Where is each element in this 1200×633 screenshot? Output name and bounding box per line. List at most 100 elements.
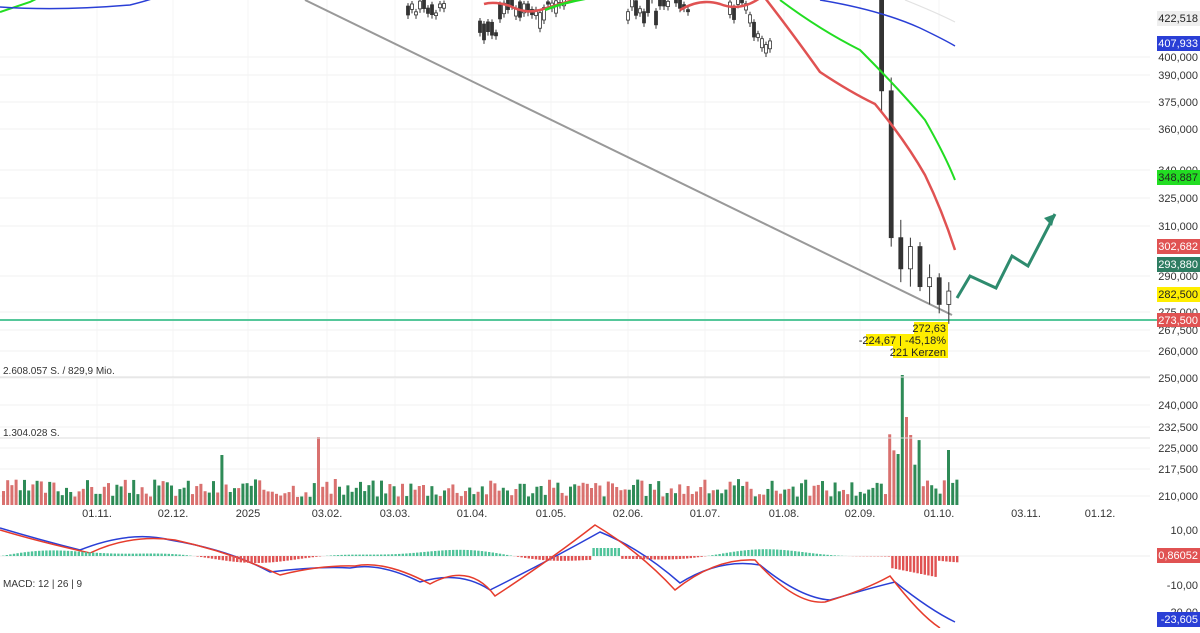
y-tick-label: 360,000 — [1158, 124, 1198, 136]
macd-histogram-bar — [920, 556, 922, 574]
macd-histogram-bar — [776, 550, 778, 556]
macd-histogram-bar — [916, 556, 918, 573]
volume-bar — [573, 484, 576, 505]
candle-body — [547, 2, 550, 4]
macd-histogram-bar — [603, 548, 605, 556]
volume-bar — [435, 495, 438, 505]
macd-histogram-bar — [67, 551, 69, 556]
volume-bar — [460, 496, 463, 505]
volume-bar — [439, 496, 442, 505]
volume-bar — [544, 495, 547, 505]
volume-bar — [220, 455, 223, 505]
volume-bar — [472, 494, 475, 505]
volume-bar — [334, 479, 337, 505]
volume-bar — [397, 496, 400, 505]
macd-histogram-bar — [49, 550, 51, 556]
macd-histogram-bar — [56, 550, 58, 556]
candle-body — [435, 13, 438, 16]
y-tick-label: 400,000 — [1158, 52, 1198, 64]
volume-bar — [569, 487, 572, 505]
macd-histogram-bar — [135, 554, 137, 556]
macd-histogram-bar — [423, 552, 425, 556]
macd-histogram-bar — [52, 550, 54, 556]
macd-histogram-bar — [384, 554, 386, 556]
x-tick-label: 03.03. — [380, 508, 411, 520]
macd-histogram-bar — [96, 553, 98, 556]
macd-histogram-bar — [524, 556, 526, 558]
macd-histogram-bar — [805, 552, 807, 556]
x-tick-label: 2025 — [236, 508, 260, 520]
macd-histogram-bar — [567, 556, 569, 561]
volume-bar — [926, 481, 929, 505]
candle-body — [733, 8, 736, 20]
volume-bar — [199, 484, 202, 505]
macd-histogram-bar — [697, 556, 699, 557]
macd-histogram-bar — [747, 550, 749, 556]
macd-histogram-bar — [610, 548, 612, 556]
macd-histogram-bar — [542, 556, 544, 560]
volume-bar — [69, 492, 72, 505]
candle-body — [627, 12, 630, 20]
volume-bar — [94, 494, 97, 505]
volume-bar — [670, 488, 673, 505]
macd-histogram-bar — [196, 556, 198, 557]
volume-bar — [132, 480, 135, 505]
candle-body — [663, 0, 666, 6]
volume-bar — [502, 488, 505, 505]
macd-histogram-bar — [412, 553, 414, 556]
volume-bar — [733, 485, 736, 505]
candle-body — [639, 9, 642, 13]
macd-histogram-bar — [484, 552, 486, 556]
volume-bar — [430, 486, 433, 505]
macd-histogram-bar — [204, 556, 206, 558]
x-tick-label: 01.07. — [690, 508, 721, 520]
volume-bar — [825, 490, 828, 505]
volume-bar — [195, 486, 198, 505]
macd-histogram-bar — [258, 556, 260, 563]
macd-histogram-bar — [600, 548, 602, 556]
macd-histogram-bar — [63, 551, 65, 556]
volume-bar — [246, 483, 249, 505]
macd-histogram-bar — [254, 556, 256, 563]
macd-histogram-bar — [121, 554, 123, 556]
x-tick-label: 02.12. — [158, 508, 189, 520]
candle-body — [427, 8, 430, 13]
macd-histogram-bar — [376, 555, 378, 556]
volume-bar — [724, 490, 727, 505]
y-tick-label: 210,000 — [1158, 491, 1198, 503]
volume-bar — [183, 488, 186, 505]
macd-histogram-bar — [139, 554, 141, 556]
volume-bar — [36, 481, 39, 505]
volume-bar — [712, 490, 715, 505]
macd-histogram-bar — [628, 556, 630, 559]
macd-histogram-bar — [949, 556, 951, 562]
macd-histogram-bar — [409, 553, 411, 556]
macd-histogram-bar — [240, 556, 242, 562]
volume-bar — [829, 496, 832, 505]
candle-body — [483, 24, 486, 40]
candle-body — [631, 0, 634, 7]
candle-body — [443, 4, 446, 9]
volume-bar — [821, 481, 824, 505]
macd-histogram-bar — [909, 556, 911, 572]
volume-bar — [372, 481, 375, 505]
macd-histogram-bar — [150, 554, 152, 556]
volume-bar — [103, 487, 106, 505]
macd-histogram-bar — [931, 556, 933, 576]
volume-bar — [653, 490, 656, 505]
candle-body — [679, 0, 682, 8]
volume-bar — [65, 488, 68, 505]
macd-histogram-bar — [895, 556, 897, 569]
macd-histogram-bar — [261, 556, 263, 563]
volume-bar — [300, 496, 303, 505]
macd-histogram-bar — [308, 556, 310, 558]
macd-histogram-bar — [596, 548, 598, 556]
volume-bar — [111, 496, 114, 505]
volume-bar — [166, 482, 169, 505]
volume-bar — [796, 497, 799, 505]
macd-histogram-bar — [114, 554, 116, 556]
volume-bar — [552, 488, 555, 505]
volume-bar — [237, 488, 240, 505]
volume-bar — [750, 489, 753, 505]
macd-histogram-bar — [686, 556, 688, 558]
